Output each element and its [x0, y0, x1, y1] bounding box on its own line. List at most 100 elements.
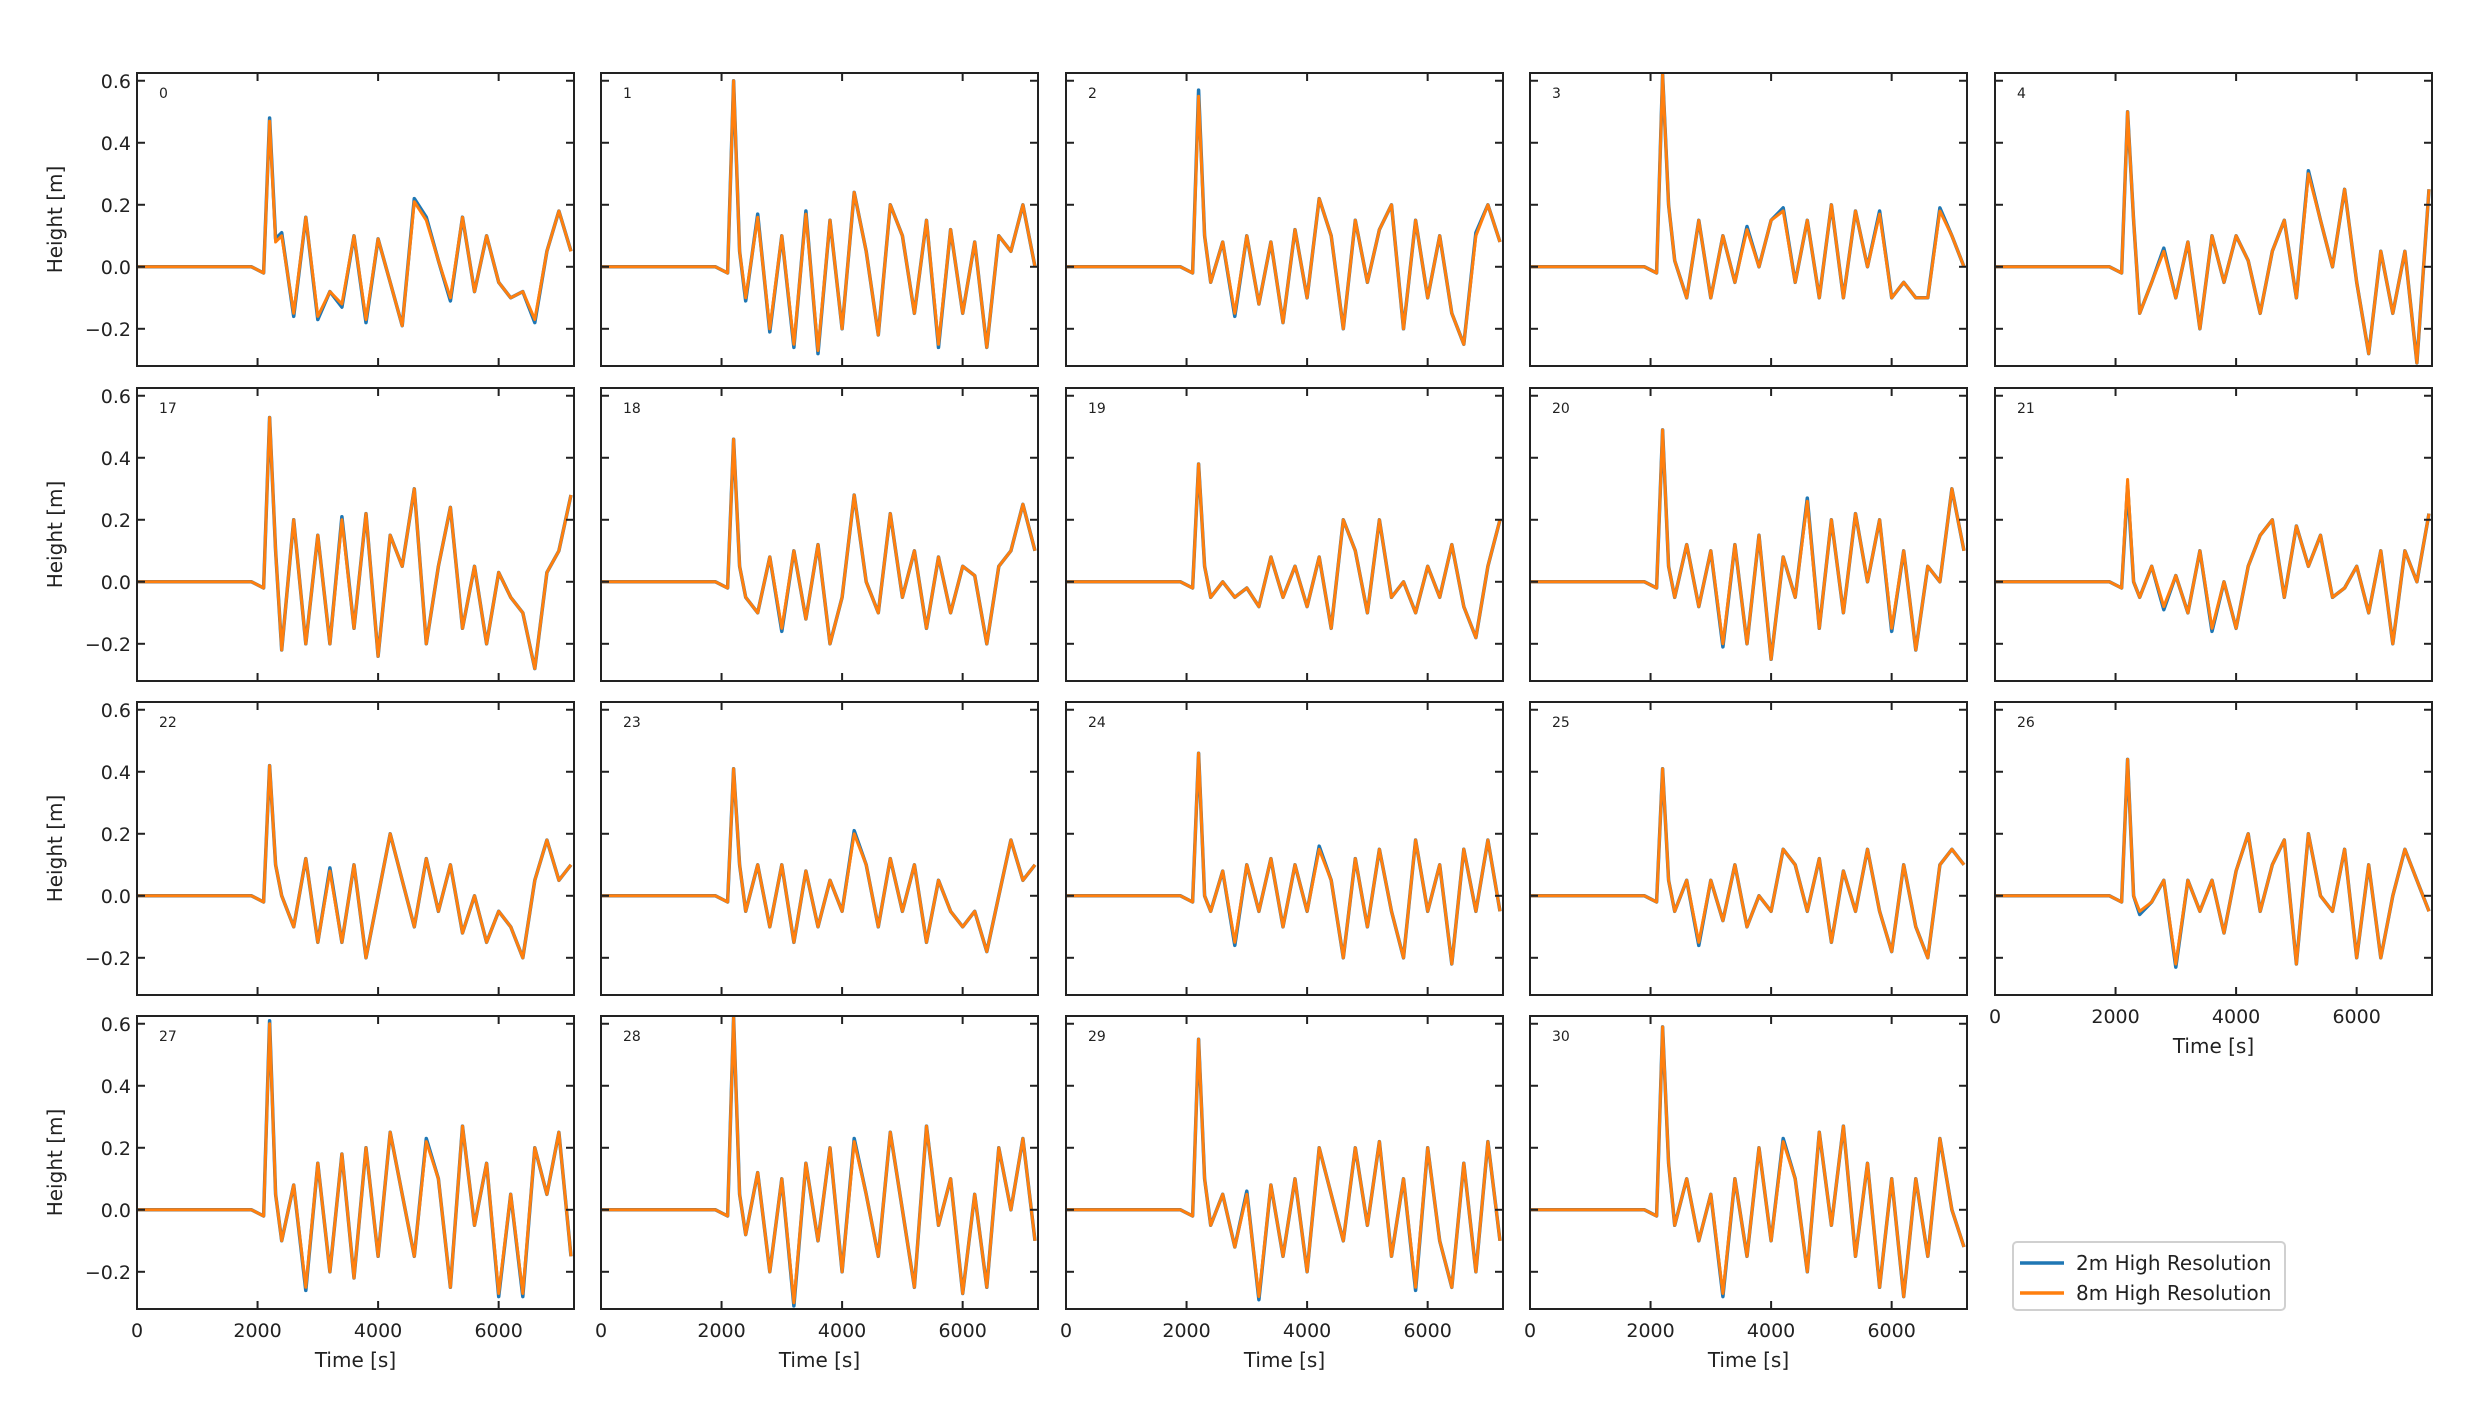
panel-28: 0 2000 4000 6000 Time [s] 28 [595, 1015, 1039, 1372]
panel-23: 23 [600, 701, 1039, 996]
x-tick-label: 0 [595, 1320, 607, 1342]
axes-frame [1065, 72, 1504, 367]
axes-frame [1065, 1015, 1504, 1310]
y-axis-label: Height [m] [43, 1109, 67, 1217]
y-tick-label: 0.0 [101, 886, 131, 908]
x-tick-label: 0 [1060, 1320, 1072, 1342]
panel-4: 4 [1994, 72, 2433, 367]
y-axis-label: Height [m] [43, 481, 67, 589]
x-axis-label: Time [s] [1243, 1348, 1325, 1372]
axes-frame [1529, 72, 1968, 367]
legend-label-2m: 2m High Resolution [2076, 1251, 2271, 1275]
series-line-8m [1995, 757, 2431, 966]
series-line-8m [137, 416, 573, 671]
y-tick-label: 0.4 [101, 1076, 131, 1098]
series-line-2m [137, 116, 573, 328]
panel-24: 24 [1065, 701, 1504, 996]
y-tick-label: −0.2 [85, 948, 131, 970]
series-line-2m [137, 415, 573, 671]
series-line-2m [1530, 73, 1966, 300]
x-tick-label: 4000 [818, 1320, 866, 1342]
series-line-8m [137, 764, 573, 960]
panel-0: −0.2 0.0 0.2 0.4 0.6 Height [m] 0 [43, 71, 575, 367]
series-line-2m [1995, 757, 2431, 969]
axes-frame [600, 72, 1039, 367]
panel-29: 0 2000 4000 6000 Time [s] 29 [1060, 1015, 1504, 1372]
series-line-8m [1066, 751, 1502, 966]
panel-label: 0 [159, 86, 168, 102]
series-line-8m [601, 767, 1037, 954]
x-tick-label: 0 [1989, 1006, 2001, 1028]
axes-frame [136, 387, 575, 682]
panel-label: 20 [1552, 401, 1570, 417]
axes-frame [600, 1015, 1039, 1310]
series-line-8m [137, 119, 573, 328]
panel-label: 4 [2017, 86, 2026, 102]
y-tick-label: 0.0 [101, 1200, 131, 1222]
series-line-2m [1066, 462, 1502, 640]
y-tick-label: −0.2 [85, 319, 131, 341]
x-tick-label: 6000 [474, 1320, 522, 1342]
panel-label: 1 [623, 86, 632, 102]
series-line-2m [601, 79, 1037, 356]
y-tick-label: −0.2 [85, 1262, 131, 1284]
panel-20: 20 [1529, 387, 1968, 682]
y-tick-label: 0.6 [101, 386, 131, 408]
panel-19: 19 [1065, 387, 1504, 682]
axes-frame [600, 701, 1039, 996]
series-line-8m [137, 1022, 573, 1295]
x-tick-label: 2000 [233, 1320, 281, 1342]
axes-frame [1065, 387, 1504, 682]
x-tick-label: 6000 [938, 1320, 986, 1342]
y-tick-label: 0.2 [101, 824, 131, 846]
x-tick-label: 0 [131, 1320, 143, 1342]
panel-1: 1 [600, 72, 1039, 367]
panel-22: −0.2 0.0 0.2 0.4 0.6 Height [m] 22 [43, 700, 575, 996]
panel-25: 25 [1529, 701, 1968, 996]
series-line-2m [1530, 766, 1966, 960]
axes-frame [1529, 701, 1968, 996]
series-line-2m [1066, 1037, 1502, 1302]
panel-label: 28 [623, 1029, 641, 1045]
panel-label: 27 [159, 1029, 177, 1045]
series-line-8m [1066, 462, 1502, 640]
panel-label: 29 [1088, 1029, 1106, 1045]
panel-label: 18 [623, 401, 641, 417]
panel-label: 26 [2017, 715, 2035, 731]
axes-frame [1994, 387, 2433, 682]
y-tick-label: 0.2 [101, 1138, 131, 1160]
axes-frame [1994, 72, 2433, 367]
series-line-8m [601, 79, 1037, 352]
series-line-2m [1066, 751, 1502, 966]
y-tick-label: 0.6 [101, 700, 131, 722]
x-tick-label: 2000 [2091, 1006, 2139, 1028]
series-line-8m [1995, 110, 2431, 365]
series-line-8m [1530, 1025, 1966, 1299]
panel-label: 21 [2017, 401, 2035, 417]
axes-frame [1529, 387, 1968, 682]
panel-label: 22 [159, 715, 177, 731]
series-line-2m [1530, 428, 1966, 662]
x-tick-label: 6000 [1403, 1320, 1451, 1342]
x-axis-label: Time [s] [778, 1348, 860, 1372]
series-line-2m [137, 1018, 573, 1299]
legend-label-8m: 8m High Resolution [2076, 1281, 2271, 1305]
panel-label: 19 [1088, 401, 1106, 417]
x-tick-label: 0 [1524, 1320, 1536, 1342]
panel-18: 18 [600, 387, 1039, 682]
legend: 2m High Resolution 8m High Resolution [2012, 1241, 2286, 1311]
series-line-8m [1530, 73, 1966, 300]
x-axis-label: Time [s] [2172, 1034, 2254, 1058]
panel-label: 25 [1552, 715, 1570, 731]
y-tick-label: 0.6 [101, 71, 131, 93]
legend-frame [2012, 1241, 2286, 1311]
panel-21: 21 [1994, 387, 2433, 682]
axes-frame [600, 387, 1039, 682]
x-tick-label: 4000 [2212, 1006, 2260, 1028]
panel-26: 0 2000 4000 6000 Time [s] 26 [1989, 701, 2433, 1058]
series-line-8m [1066, 1037, 1502, 1299]
panel-label: 2 [1088, 86, 1097, 102]
x-tick-label: 6000 [2332, 1006, 2380, 1028]
y-tick-label: 0.2 [101, 510, 131, 532]
